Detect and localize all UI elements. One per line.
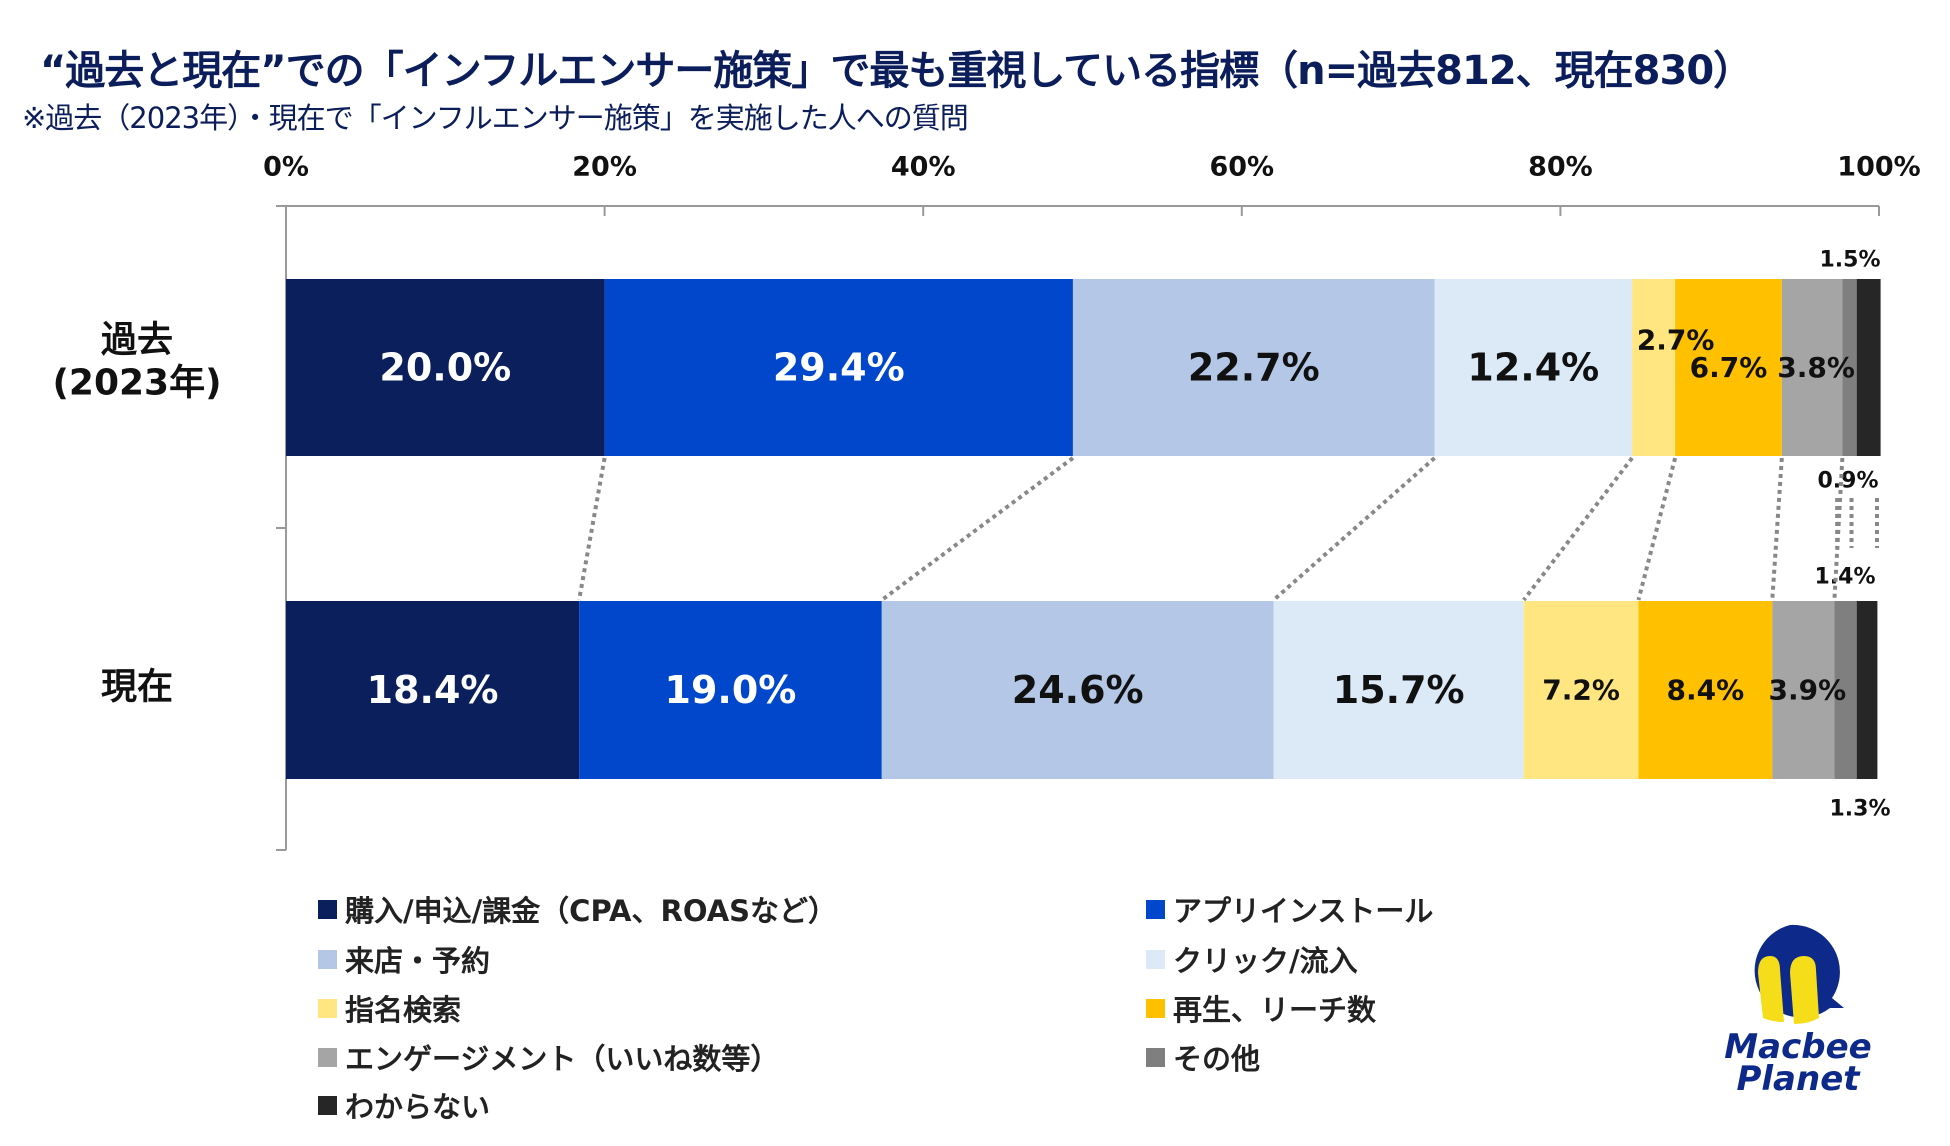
data-label: 0.9% (1817, 469, 1878, 494)
legend-item: アプリインストール (1146, 888, 1433, 930)
legend-swatch (318, 949, 337, 969)
bar-segment (579, 601, 882, 779)
legend-label: 指名検索 (345, 993, 462, 1027)
bar-segment (1834, 601, 1857, 779)
legend-item: 購入/申込/課金（CPA、ROASなど） (318, 888, 837, 930)
chart-title: “過去と現在”での「インフルエンサー施策」で最も重視している指標（n=過去812… (40, 48, 1753, 94)
legend-item: わからない (318, 1084, 490, 1126)
bar-segment (1772, 601, 1835, 779)
legend-swatch (318, 998, 337, 1018)
legend-label: アプリインストール (1173, 894, 1434, 928)
data-label: 1.3% (1829, 797, 1890, 822)
legend-label: 購入/申込/課金（CPA、ROASなど） (345, 894, 838, 928)
bar-segment (1434, 279, 1633, 456)
data-label: 8.4% (1667, 674, 1745, 707)
logo-mark-icon: Macbee Planet (1724, 924, 1872, 1098)
legend-item: その他 (1146, 1036, 1260, 1078)
x-tick-label: 0% (263, 152, 309, 183)
legend-label: クリック/流入 (1173, 944, 1358, 978)
data-label: 7.2% (1542, 674, 1620, 707)
legend-item: 来店・予約 (318, 938, 490, 980)
legend-label: 来店・予約 (345, 944, 491, 978)
bar-segment (1632, 279, 1676, 456)
data-label: 20.0% (379, 346, 511, 390)
data-label: 19.0% (665, 668, 797, 712)
logo-text-line2: Planet (1736, 1059, 1861, 1098)
legend-label: その他 (1173, 1042, 1261, 1076)
bar-segment (604, 279, 1073, 456)
connector-line (1522, 456, 1634, 602)
connector-line (577, 457, 607, 601)
legend-swatch (1146, 998, 1165, 1018)
bar-segment (1273, 601, 1524, 779)
logo-text-line1: Macbee (1724, 1027, 1871, 1067)
legend-label: わからない (345, 1090, 491, 1124)
legend-label: 再生、リーチ数 (1173, 993, 1377, 1027)
x-tick-label: 20% (572, 152, 637, 183)
data-label: 12.4% (1467, 346, 1599, 390)
connector-line (880, 456, 1075, 602)
legend-swatch (1146, 899, 1165, 919)
bar-segment (1781, 279, 1843, 456)
legend-label: エンゲージメント（いいね数等） (345, 1042, 780, 1076)
category-label: 過去 (101, 320, 173, 361)
data-label: 1.5% (1819, 248, 1880, 273)
category-label: (2023年) (52, 363, 221, 404)
data-label: 15.7% (1333, 668, 1465, 712)
chart-subtitle: ※過去（2023年）・現在で「インフルエンサー施策」を実施した人への質問 (22, 101, 969, 135)
x-tick-label: 60% (1209, 152, 1274, 183)
bar-segment (286, 279, 605, 456)
legend-swatch (318, 899, 337, 919)
data-label: 3.8% (1777, 351, 1855, 384)
data-label: 1.4% (1814, 565, 1875, 590)
legend-item: 指名検索 (318, 987, 461, 1029)
x-tick-label: 80% (1528, 152, 1593, 183)
bar-segment (1675, 279, 1782, 456)
macbee-planet-logo: Macbee Planet (1718, 918, 1878, 1098)
legend-swatch (318, 1095, 337, 1115)
data-label: 22.7% (1188, 346, 1320, 390)
legend-swatch (318, 1047, 337, 1067)
x-tick-label: 100% (1837, 152, 1920, 183)
category-label: 現在 (101, 667, 173, 708)
data-label: 29.4% (773, 346, 905, 390)
data-label: 18.4% (367, 668, 499, 712)
legend-item: エンゲージメント（いいね数等） (318, 1036, 779, 1078)
bar-segment (1523, 601, 1639, 779)
bar-segment (1638, 601, 1773, 779)
legend-swatch (1146, 949, 1165, 969)
bar-segment (1856, 279, 1881, 456)
legend-item: 再生、リーチ数 (1146, 987, 1376, 1029)
bar-segment (881, 601, 1274, 779)
bar-segment (1856, 601, 1878, 779)
connector-line (1636, 457, 1678, 601)
legend-item: クリック/流入 (1146, 938, 1358, 980)
x-tick-label: 40% (891, 152, 956, 183)
data-label: 24.6% (1012, 668, 1144, 712)
legend-swatch (1146, 1047, 1165, 1067)
data-label: 6.7% (1690, 351, 1768, 384)
bar-segment (1842, 279, 1857, 456)
connector-line (1770, 457, 1784, 601)
bar-segment (1072, 279, 1435, 456)
data-label: 2.7% (1637, 324, 1715, 357)
bar-segment (286, 601, 580, 779)
connector-line (1272, 456, 1436, 602)
data-label: 3.9% (1769, 674, 1847, 707)
